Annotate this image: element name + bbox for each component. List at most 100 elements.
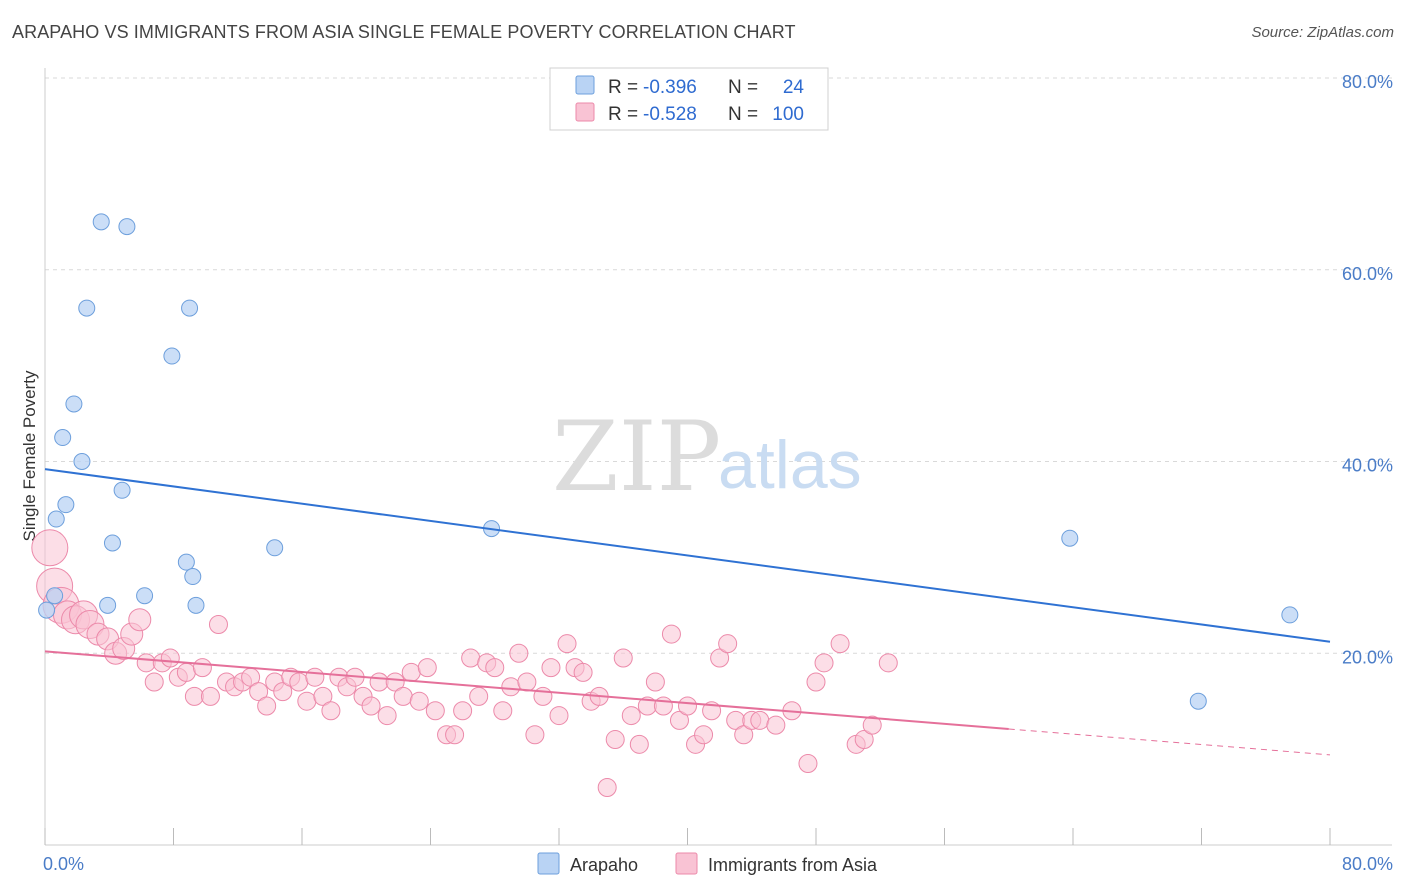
tick-labels: 20.0% 40.0% 60.0% 80.0% 0.0% 80.0% (43, 72, 1393, 874)
point-asia-28 (257, 696, 277, 716)
source-label: Source: ZipAtlas.com (1251, 24, 1394, 41)
point-asia-49 (425, 701, 445, 721)
trend-line-asia-extension (1008, 728, 1331, 756)
point-asia-85 (718, 634, 738, 654)
y-tick-label-2: 60.0% (1342, 264, 1393, 284)
point-asia-94 (814, 653, 834, 673)
point-asia-99 (878, 653, 898, 673)
bottom-legend-swatch-asia (675, 852, 698, 875)
point-asia-79 (669, 710, 689, 730)
y-axis-label: Single Female Poverty (20, 370, 39, 542)
series-immigrants-from-asia (31, 529, 898, 797)
point-arapaho-17 (181, 299, 199, 317)
point-asia-47 (409, 691, 429, 711)
legend-frame (549, 67, 829, 131)
y-tick-label-0: 20.0% (1342, 647, 1393, 667)
point-arapaho-21 (1061, 529, 1079, 547)
point-asia-41 (361, 696, 381, 716)
point-arapaho-6 (73, 453, 91, 470)
point-arapaho-9 (99, 596, 117, 614)
legend-r-value-1: -0.528 (643, 104, 697, 125)
point-asia-19 (184, 686, 204, 706)
bottom-legend-label-arapaho: Arapaho (570, 855, 638, 875)
point-arapaho-8 (92, 213, 110, 231)
bottom-legend-swatch-arapaho (537, 852, 560, 875)
y-tick-label-1: 40.0% (1342, 456, 1393, 476)
point-arapaho-15 (177, 553, 195, 571)
point-arapaho-19 (266, 539, 284, 557)
legend-n-value-0: 24 (783, 77, 805, 98)
legend-r-value-0: -0.396 (643, 77, 697, 98)
point-asia-18 (176, 662, 196, 682)
point-asia-33 (297, 691, 317, 711)
legend-r-label-1: R = (608, 104, 638, 125)
point-asia-84 (710, 648, 730, 668)
point-asia-59 (509, 643, 529, 663)
point-arapaho-18 (187, 596, 205, 614)
point-arapaho-1 (46, 587, 64, 605)
point-asia-63 (541, 658, 561, 678)
point-asia-71 (605, 730, 625, 750)
legend-swatch-arapaho (575, 75, 595, 95)
point-asia-72 (613, 648, 633, 668)
point-asia-74 (629, 734, 649, 754)
trend-line-arapaho (44, 468, 1331, 643)
point-asia-32 (289, 672, 309, 692)
point-asia-46 (401, 662, 421, 682)
point-arapaho-4 (57, 496, 75, 514)
point-arapaho-12 (118, 218, 136, 236)
point-arapaho-13 (136, 587, 154, 605)
point-asia-89 (750, 710, 770, 730)
watermark-atlas: atlas (718, 427, 862, 503)
point-asia-82 (694, 725, 714, 745)
point-asia-80 (678, 696, 697, 716)
point-asia-58 (501, 677, 521, 697)
point-arapaho-22 (1189, 692, 1207, 710)
point-asia-65 (557, 634, 577, 654)
point-arapaho-3 (54, 429, 72, 447)
point-asia-73 (621, 706, 641, 726)
point-asia-54 (469, 686, 489, 706)
watermark: ZIP atlas (552, 401, 862, 513)
point-asia-57 (493, 701, 513, 721)
point-asia-76 (645, 672, 665, 692)
point-asia-30 (273, 682, 293, 702)
point-asia-53 (461, 648, 481, 668)
point-asia-60 (517, 672, 537, 692)
point-asia-12 (128, 608, 152, 632)
bottom-legend-label-asia: Immigrants from Asia (708, 855, 878, 875)
point-asia-0 (31, 529, 69, 567)
point-asia-22 (208, 614, 228, 634)
point-asia-90 (766, 715, 786, 735)
point-asia-27 (249, 682, 269, 702)
point-arapaho-10 (103, 534, 121, 552)
point-asia-36 (321, 701, 341, 721)
watermark-zip: ZIP (552, 401, 721, 513)
legend-n-label-0: N = (728, 77, 758, 98)
point-asia-14 (144, 672, 164, 692)
point-asia-44 (385, 672, 405, 692)
point-arapaho-11 (113, 481, 131, 499)
point-asia-67 (573, 662, 593, 682)
point-arapaho-23 (1281, 606, 1299, 624)
point-asia-42 (369, 672, 389, 692)
point-asia-45 (393, 686, 413, 706)
x-tick-label-0: 0.0% (43, 854, 84, 874)
point-arapaho-16 (184, 568, 202, 586)
point-asia-93 (806, 672, 826, 692)
y-tick-label-3: 80.0% (1342, 72, 1393, 92)
legend-swatch-asia (575, 102, 595, 122)
chart-title: ARAPAHO VS IMMIGRANTS FROM ASIA SINGLE F… (12, 22, 796, 42)
point-asia-56 (485, 658, 505, 678)
grid (45, 77, 1392, 654)
point-asia-13 (136, 653, 156, 673)
point-asia-43 (377, 706, 397, 726)
point-asia-51 (445, 725, 465, 745)
legend-r-label-0: R = (608, 77, 638, 98)
point-asia-52 (453, 701, 473, 721)
point-asia-16 (160, 648, 180, 668)
axes (44, 68, 1392, 846)
point-arapaho-2 (47, 510, 65, 528)
point-asia-92 (798, 754, 818, 774)
point-arapaho-14 (163, 347, 181, 365)
